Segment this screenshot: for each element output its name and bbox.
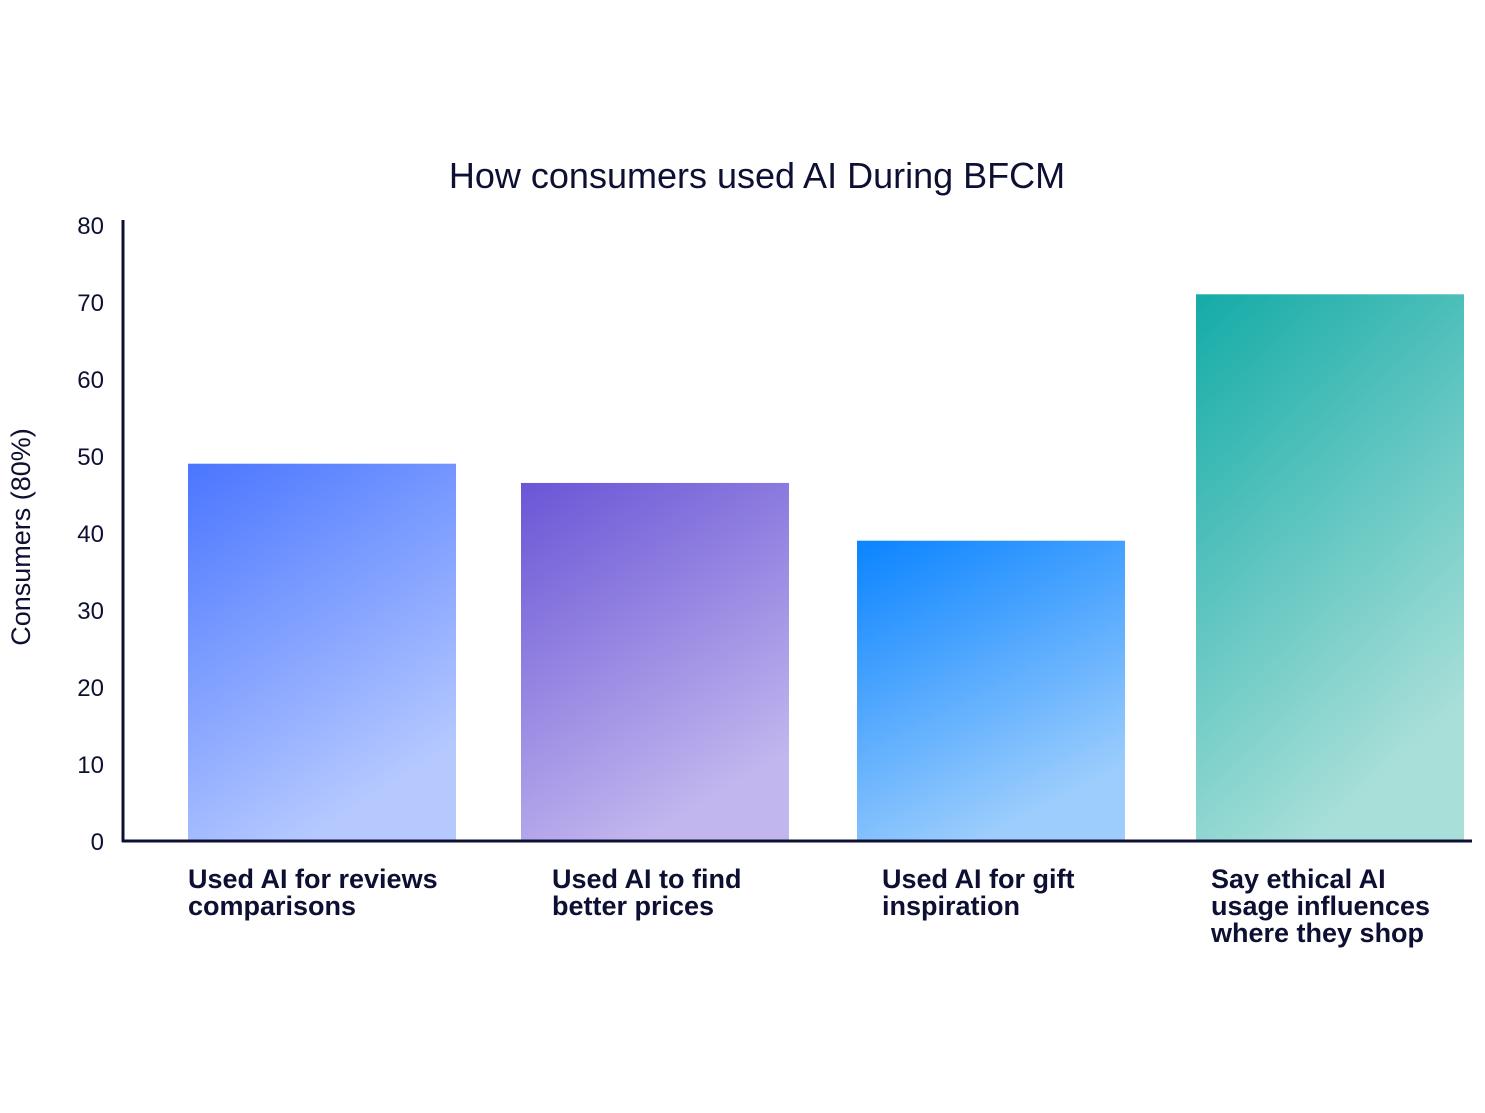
bar xyxy=(857,540,1125,841)
x-category-label: Say ethical AI usage influences where they… xyxy=(1211,866,1430,947)
x-category-label-line: comparisons xyxy=(188,891,357,921)
bar xyxy=(188,463,456,841)
x-category-label-line: better prices xyxy=(552,891,715,921)
chart-title: How consumers used AI During BFCM xyxy=(449,155,1065,196)
y-tick-label: 20 xyxy=(77,675,104,702)
x-category-label: Used AI to find better prices xyxy=(552,866,742,920)
y-tick-label: 0 xyxy=(91,829,104,856)
y-tick-label: 60 xyxy=(77,367,104,394)
x-category-label-line: inspiration xyxy=(882,891,1021,921)
y-tick-label: 10 xyxy=(77,752,104,779)
y-tick-label: 40 xyxy=(77,521,104,548)
x-category-label-line: where they shop xyxy=(1211,918,1425,948)
bars xyxy=(188,294,1464,841)
y-tick-label: 70 xyxy=(77,290,104,317)
x-category-label: Used AI for gift inspiration xyxy=(882,866,1075,920)
bar xyxy=(1196,294,1464,841)
y-tick-label: 50 xyxy=(77,444,104,471)
x-category-label-line: Say ethical AI xyxy=(1211,864,1386,894)
bar xyxy=(521,482,789,841)
x-category-label-line: Used AI to find xyxy=(552,864,742,894)
x-category-label-line: Used AI for reviews xyxy=(188,864,438,894)
y-tick-label: 30 xyxy=(77,598,104,625)
x-category-label: Used AI for reviews comparisons xyxy=(188,866,438,920)
x-category-label-line: usage influences xyxy=(1211,891,1431,921)
y-tick-labels: 0 10 20 30 40 50 60 70 80 xyxy=(77,213,104,856)
y-axis-label: Consumers (80%) xyxy=(6,428,36,646)
y-tick-label: 80 xyxy=(77,213,104,240)
x-category-label-line: Used AI for gift xyxy=(882,864,1075,894)
